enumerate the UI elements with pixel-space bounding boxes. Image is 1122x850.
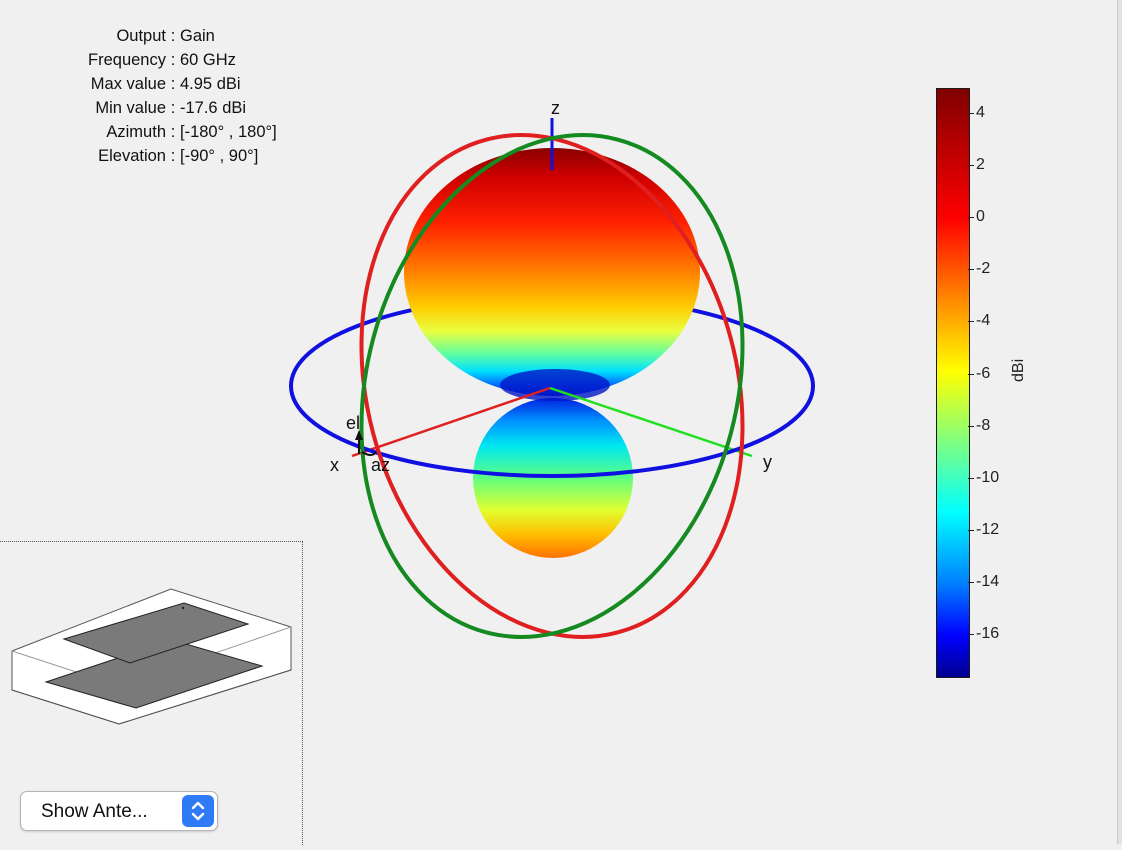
colorbar-tick [968, 217, 974, 219]
up-down-chevron-icon[interactable] [182, 795, 214, 827]
show-antenna-dropdown[interactable]: Show Ante... [20, 791, 218, 831]
colorbar-tick [968, 373, 974, 375]
info-row-azimuth: Azimuth : [-180° , 180°] [106, 123, 277, 141]
colorbar-tick [968, 321, 974, 323]
info-row-max-value: Max value : 4.95 dBi [90, 75, 241, 93]
azimuth-ring-front [289, 385, 815, 478]
colorbar-tick [968, 269, 974, 271]
colorbar-tick-label: -10 [976, 468, 1000, 486]
elevation-ring-xz [359, 133, 745, 639]
antenna-geometry-icon [11, 588, 292, 725]
colorbar-tick-label: 2 [976, 155, 985, 173]
colorbar-tick-label: -12 [976, 520, 1000, 538]
elevation-ring-yz [359, 133, 745, 639]
el-arrowhead-icon [355, 430, 363, 440]
window-edge [1117, 0, 1122, 844]
y-axis-label: y [763, 452, 772, 472]
info-row-min-value: Min value : -17.6 dBi [95, 99, 247, 117]
colorbar-gradient [937, 89, 969, 677]
colorbar-tick-label: -8 [976, 416, 991, 434]
dropdown-label: Show Ante... [41, 801, 148, 822]
colorbar-tick [968, 582, 974, 584]
colorbar [936, 88, 970, 678]
y-axis-line [549, 386, 753, 458]
colorbar-tick-label: -14 [976, 573, 1000, 591]
colorbar-tick-label: 4 [976, 103, 985, 121]
pattern-info: Output : Gain Frequency : 60 GHz Max val… [40, 24, 320, 168]
colorbar-tick-label: 0 [976, 208, 985, 226]
antenna-preview-panel [0, 541, 303, 845]
colorbar-tick [968, 112, 974, 114]
info-row-frequency: Frequency : 60 GHz [88, 51, 236, 69]
x-axis-label: x [330, 455, 339, 475]
colorbar-tick-label: -2 [976, 260, 991, 278]
colorbar-tick-label: -16 [976, 625, 1000, 643]
az-label: az [371, 455, 390, 475]
upper-lobe [404, 148, 700, 396]
colorbar-tick [968, 164, 974, 166]
colorbar-tick-label: -4 [976, 312, 991, 330]
colorbar-tick [968, 529, 974, 531]
info-row-output: Output : Gain [116, 27, 215, 45]
info-row-elevation: Elevation : [-90° , 90°] [98, 147, 259, 165]
el-label: el [346, 413, 360, 433]
x-axis-line [351, 386, 551, 458]
lobe-null-shadow [500, 369, 610, 401]
az-arrow [361, 451, 377, 456]
colorbar-tick-label: -6 [976, 364, 991, 382]
colorbar-tick [968, 634, 974, 636]
colorbar-tick [968, 425, 974, 427]
z-axis-label: z [551, 98, 560, 118]
colorbar-tick [968, 477, 974, 479]
colorbar-unit-label: dBi [1010, 358, 1027, 382]
lower-lobe [473, 398, 633, 558]
